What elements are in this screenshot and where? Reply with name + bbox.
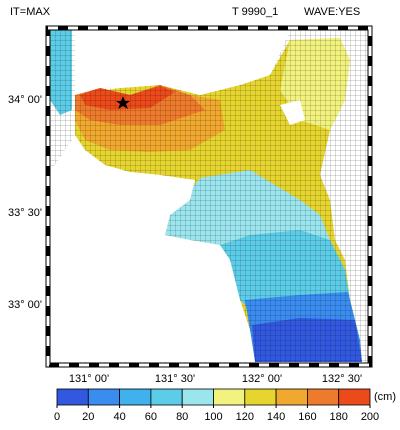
star-marker bbox=[116, 96, 130, 109]
lon-label: 131° 00' bbox=[69, 373, 109, 385]
colorbar-tick-label: 20 bbox=[82, 411, 94, 423]
colorbar-segment bbox=[275, 388, 308, 406]
colorbar-segment bbox=[338, 388, 371, 406]
lon-label: 131° 30' bbox=[155, 373, 195, 385]
colorbar-segment bbox=[87, 388, 121, 406]
colorbar-segment bbox=[213, 388, 246, 406]
colorbar-tick-label: 140 bbox=[267, 411, 285, 423]
colorbar-tick-label: 40 bbox=[113, 411, 125, 423]
colorbar-segment bbox=[181, 388, 214, 406]
colorbar-tick-label: 160 bbox=[298, 411, 316, 423]
colorbar-tick-label: 180 bbox=[330, 411, 348, 423]
lat-label: 34° 00' bbox=[8, 94, 42, 106]
colorbar-segment bbox=[150, 388, 183, 406]
colorbar-segment bbox=[306, 388, 340, 406]
colorbar-segment bbox=[119, 388, 152, 406]
sea-surge-field bbox=[48, 28, 370, 365]
colorbar-tick-label: 80 bbox=[176, 411, 188, 423]
colorbar-tick-label: 100 bbox=[204, 411, 222, 423]
colorbar-unit: (cm) bbox=[374, 391, 396, 403]
colorbar-tick-label: 60 bbox=[145, 411, 157, 423]
header-center: T 9990_1 bbox=[232, 6, 278, 18]
colorbar-tick-label: 0 bbox=[54, 411, 60, 423]
colorbar-segment bbox=[56, 388, 89, 406]
colorbar-segment bbox=[244, 388, 277, 406]
lat-label: 33° 30' bbox=[8, 207, 42, 219]
lon-label: 132° 30' bbox=[322, 373, 362, 385]
colorbar: 0 20 40 60 80 100 120 140 160 180 200 bbox=[54, 388, 379, 423]
lat-label: 33° 00' bbox=[8, 299, 42, 311]
map-frame-ticks bbox=[46, 26, 372, 367]
header-left: IT=MAX bbox=[10, 6, 51, 18]
lon-label: 132° 00' bbox=[242, 373, 282, 385]
header-right: WAVE:YES bbox=[304, 6, 360, 18]
colorbar-tick-label: 120 bbox=[236, 411, 254, 423]
colorbar-tick-label: 200 bbox=[361, 411, 379, 423]
